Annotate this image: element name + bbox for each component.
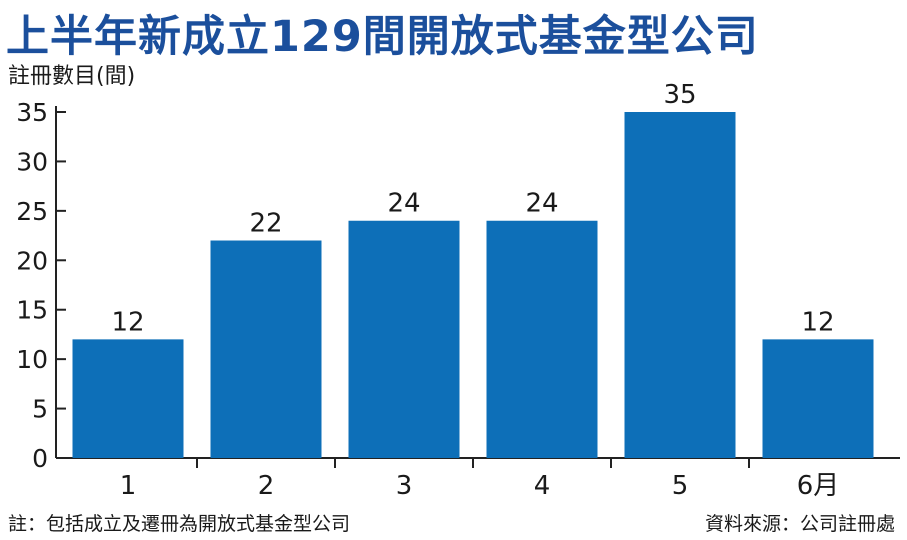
x-tick-label: 2 xyxy=(258,471,275,501)
bar-value-label: 35 xyxy=(663,80,696,110)
footnote: 註：包括成立及遷冊為開放式基金型公司 xyxy=(8,513,351,535)
x-tick-label: 6月 xyxy=(797,471,840,501)
bar xyxy=(348,220,460,458)
bar xyxy=(762,339,874,458)
y-tick-label: 30 xyxy=(16,147,48,176)
bar-value-label: 24 xyxy=(387,189,420,219)
y-tick-label: 15 xyxy=(16,296,48,325)
bar xyxy=(72,339,184,458)
x-tick-label: 4 xyxy=(534,471,551,501)
x-tick-label: 3 xyxy=(396,471,413,501)
y-tick-label: 20 xyxy=(16,246,48,275)
bar-value-label: 12 xyxy=(801,307,834,337)
y-tick-label: 10 xyxy=(16,345,48,374)
chart-title: 上半年新成立129間開放式基金型公司 xyxy=(6,12,759,62)
y-tick-label: 0 xyxy=(32,444,48,473)
bar-value-label: 12 xyxy=(111,307,144,337)
y-tick-label: 25 xyxy=(16,197,48,226)
bar xyxy=(210,240,322,458)
bar xyxy=(486,220,598,458)
y-tick-label: 35 xyxy=(16,98,48,127)
bar xyxy=(624,112,736,458)
y-axis-label: 註冊數目(間) xyxy=(8,64,136,89)
bar-value-label: 24 xyxy=(525,189,558,219)
x-tick-label: 5 xyxy=(672,471,689,501)
source-note: 資料來源：公司註冊處 xyxy=(704,513,895,535)
bar-value-label: 22 xyxy=(249,209,282,239)
x-tick-label: 1 xyxy=(120,471,137,501)
y-tick-label: 5 xyxy=(32,395,48,424)
